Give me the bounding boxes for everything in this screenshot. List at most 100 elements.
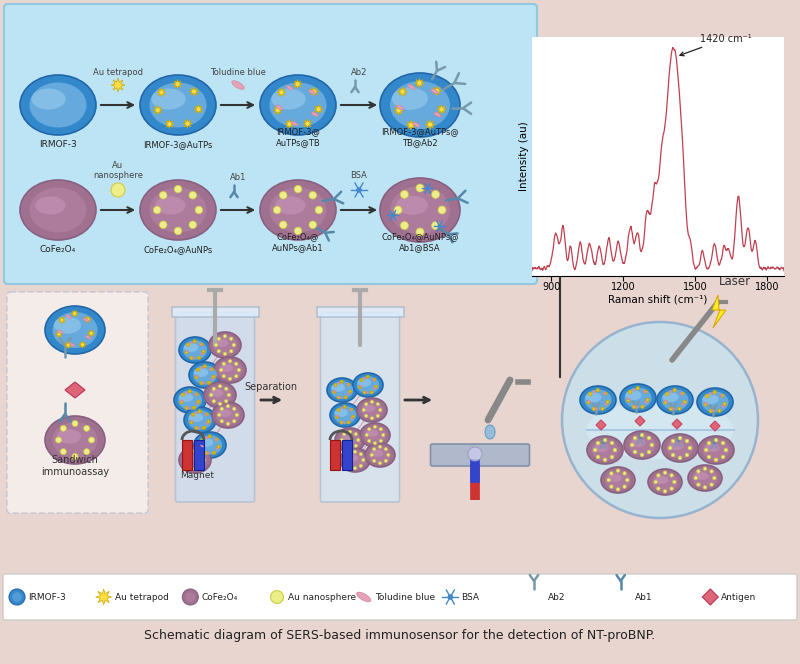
Ellipse shape xyxy=(334,390,336,392)
Circle shape xyxy=(633,450,637,454)
Text: Ab2: Ab2 xyxy=(351,68,367,77)
Ellipse shape xyxy=(311,112,318,116)
Ellipse shape xyxy=(702,440,730,461)
Polygon shape xyxy=(190,420,194,424)
Circle shape xyxy=(704,448,708,452)
FancyBboxPatch shape xyxy=(430,444,530,466)
Polygon shape xyxy=(705,394,710,398)
Text: 1420 cm⁻¹: 1420 cm⁻¹ xyxy=(680,34,752,56)
Ellipse shape xyxy=(184,343,198,352)
Polygon shape xyxy=(199,446,203,449)
Circle shape xyxy=(724,448,728,452)
Ellipse shape xyxy=(591,440,618,461)
Text: Magnet: Magnet xyxy=(180,471,214,480)
Polygon shape xyxy=(58,317,66,323)
Polygon shape xyxy=(277,88,286,97)
Ellipse shape xyxy=(209,332,241,358)
Circle shape xyxy=(230,337,233,341)
Circle shape xyxy=(217,337,220,341)
Ellipse shape xyxy=(275,197,306,214)
Circle shape xyxy=(610,441,614,445)
Polygon shape xyxy=(183,119,192,128)
Circle shape xyxy=(596,456,600,459)
Polygon shape xyxy=(432,86,442,96)
Ellipse shape xyxy=(210,389,223,397)
Ellipse shape xyxy=(643,390,646,393)
Circle shape xyxy=(174,185,182,193)
Ellipse shape xyxy=(181,400,183,402)
Polygon shape xyxy=(96,589,112,605)
Circle shape xyxy=(235,414,238,416)
Ellipse shape xyxy=(178,390,202,410)
Polygon shape xyxy=(596,420,606,430)
Ellipse shape xyxy=(190,420,194,422)
Polygon shape xyxy=(217,445,221,449)
Ellipse shape xyxy=(327,378,357,402)
Polygon shape xyxy=(197,356,201,360)
Ellipse shape xyxy=(70,343,75,347)
Ellipse shape xyxy=(260,75,336,135)
Circle shape xyxy=(603,458,606,461)
Bar xyxy=(342,440,352,470)
Polygon shape xyxy=(340,380,343,384)
Ellipse shape xyxy=(196,375,198,377)
Ellipse shape xyxy=(270,82,326,127)
Ellipse shape xyxy=(369,446,391,464)
Polygon shape xyxy=(334,383,338,387)
Ellipse shape xyxy=(179,447,211,473)
Polygon shape xyxy=(672,419,682,429)
Circle shape xyxy=(607,478,610,481)
Circle shape xyxy=(391,214,395,217)
Ellipse shape xyxy=(603,392,606,395)
Ellipse shape xyxy=(710,393,713,395)
Circle shape xyxy=(270,590,283,604)
Circle shape xyxy=(349,447,351,450)
Ellipse shape xyxy=(608,474,622,482)
Ellipse shape xyxy=(604,403,607,406)
Circle shape xyxy=(562,322,758,518)
Ellipse shape xyxy=(353,373,383,397)
Circle shape xyxy=(663,471,666,474)
Circle shape xyxy=(294,185,302,193)
FancyBboxPatch shape xyxy=(321,313,399,502)
Circle shape xyxy=(362,408,366,412)
Circle shape xyxy=(309,191,317,199)
Polygon shape xyxy=(210,367,214,371)
Polygon shape xyxy=(678,406,682,411)
Polygon shape xyxy=(640,404,645,409)
Circle shape xyxy=(640,434,644,437)
Ellipse shape xyxy=(194,432,226,458)
Circle shape xyxy=(222,362,226,365)
Ellipse shape xyxy=(45,416,105,464)
Ellipse shape xyxy=(344,451,366,469)
Circle shape xyxy=(223,352,226,355)
Text: IRMOF-3@AuTPs: IRMOF-3@AuTPs xyxy=(143,140,213,149)
Ellipse shape xyxy=(672,408,675,410)
Polygon shape xyxy=(202,426,206,430)
Text: IRMOF-3: IRMOF-3 xyxy=(28,592,66,602)
Ellipse shape xyxy=(200,367,203,369)
Circle shape xyxy=(626,478,629,481)
Circle shape xyxy=(230,350,233,353)
Text: BSA: BSA xyxy=(462,592,479,602)
Ellipse shape xyxy=(662,390,689,410)
Circle shape xyxy=(234,362,238,365)
Circle shape xyxy=(200,452,203,456)
Circle shape xyxy=(384,448,387,451)
Ellipse shape xyxy=(366,430,378,437)
Ellipse shape xyxy=(655,476,669,484)
Ellipse shape xyxy=(706,444,720,452)
Circle shape xyxy=(294,227,302,234)
Circle shape xyxy=(226,404,230,408)
Ellipse shape xyxy=(669,442,683,450)
Circle shape xyxy=(214,343,218,347)
Ellipse shape xyxy=(330,403,360,427)
Ellipse shape xyxy=(188,410,212,430)
Polygon shape xyxy=(398,87,407,96)
Circle shape xyxy=(194,467,197,470)
Text: Au tetrapod: Au tetrapod xyxy=(114,592,169,602)
Ellipse shape xyxy=(210,369,212,371)
Ellipse shape xyxy=(271,88,306,110)
Ellipse shape xyxy=(30,187,86,232)
Text: Schematic diagram of SERS-based immunosensor for the detection of NT-proBNP.: Schematic diagram of SERS-based immunose… xyxy=(144,629,656,641)
